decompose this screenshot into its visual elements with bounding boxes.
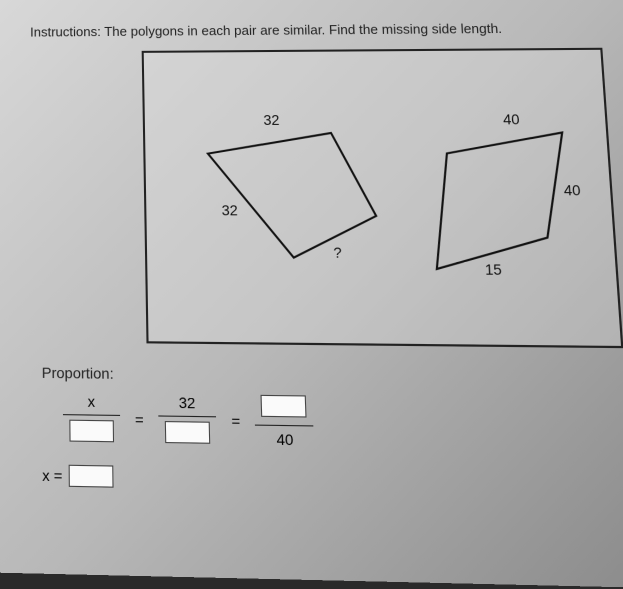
proportion-heading: Proportion: — [42, 364, 623, 389]
right-polygon — [430, 132, 571, 269]
polygons-svg: 32 32 ? 40 40 15 — [144, 50, 621, 346]
fraction-3: 40 — [254, 393, 314, 451]
worksheet-page: Instructions: The polygons in each pair … — [0, 0, 623, 589]
label-left-32a: 32 — [263, 112, 280, 128]
frac3-denominator: 40 — [268, 428, 301, 451]
fraction-2: 32 — [158, 391, 217, 449]
frac2-bar — [159, 415, 217, 417]
blank-input-3[interactable] — [261, 395, 307, 418]
frac1-bar — [63, 414, 120, 416]
equals-2: = — [229, 412, 243, 430]
frac2-numerator: 32 — [171, 391, 203, 413]
blank-input-1[interactable] — [69, 420, 114, 443]
left-polygon — [207, 133, 378, 258]
label-left-question: ? — [333, 245, 342, 261]
answer-blank[interactable] — [69, 465, 114, 488]
label-right-40b: 40 — [563, 182, 581, 198]
label-left-32b: 32 — [221, 203, 238, 219]
fraction-1: x — [63, 390, 121, 448]
frac3-bar — [255, 425, 313, 427]
equals-1: = — [133, 411, 146, 429]
frac2-denominator[interactable] — [159, 419, 217, 450]
answer-prefix: x = — [42, 466, 62, 484]
instructions-text: Instructions: The polygons in each pair … — [20, 20, 623, 40]
blank-input-2[interactable] — [165, 421, 210, 444]
diagram-container: 32 32 ? 40 40 15 — [142, 48, 623, 348]
frac1-denominator[interactable] — [63, 417, 120, 448]
frac1-numerator: x — [75, 390, 107, 412]
label-right-40a: 40 — [503, 112, 521, 128]
frac3-numerator[interactable] — [254, 393, 313, 424]
label-right-15: 15 — [485, 262, 503, 278]
proportion-equation: x = 32 = 40 — [63, 390, 623, 456]
answer-row: x = — [42, 464, 623, 497]
